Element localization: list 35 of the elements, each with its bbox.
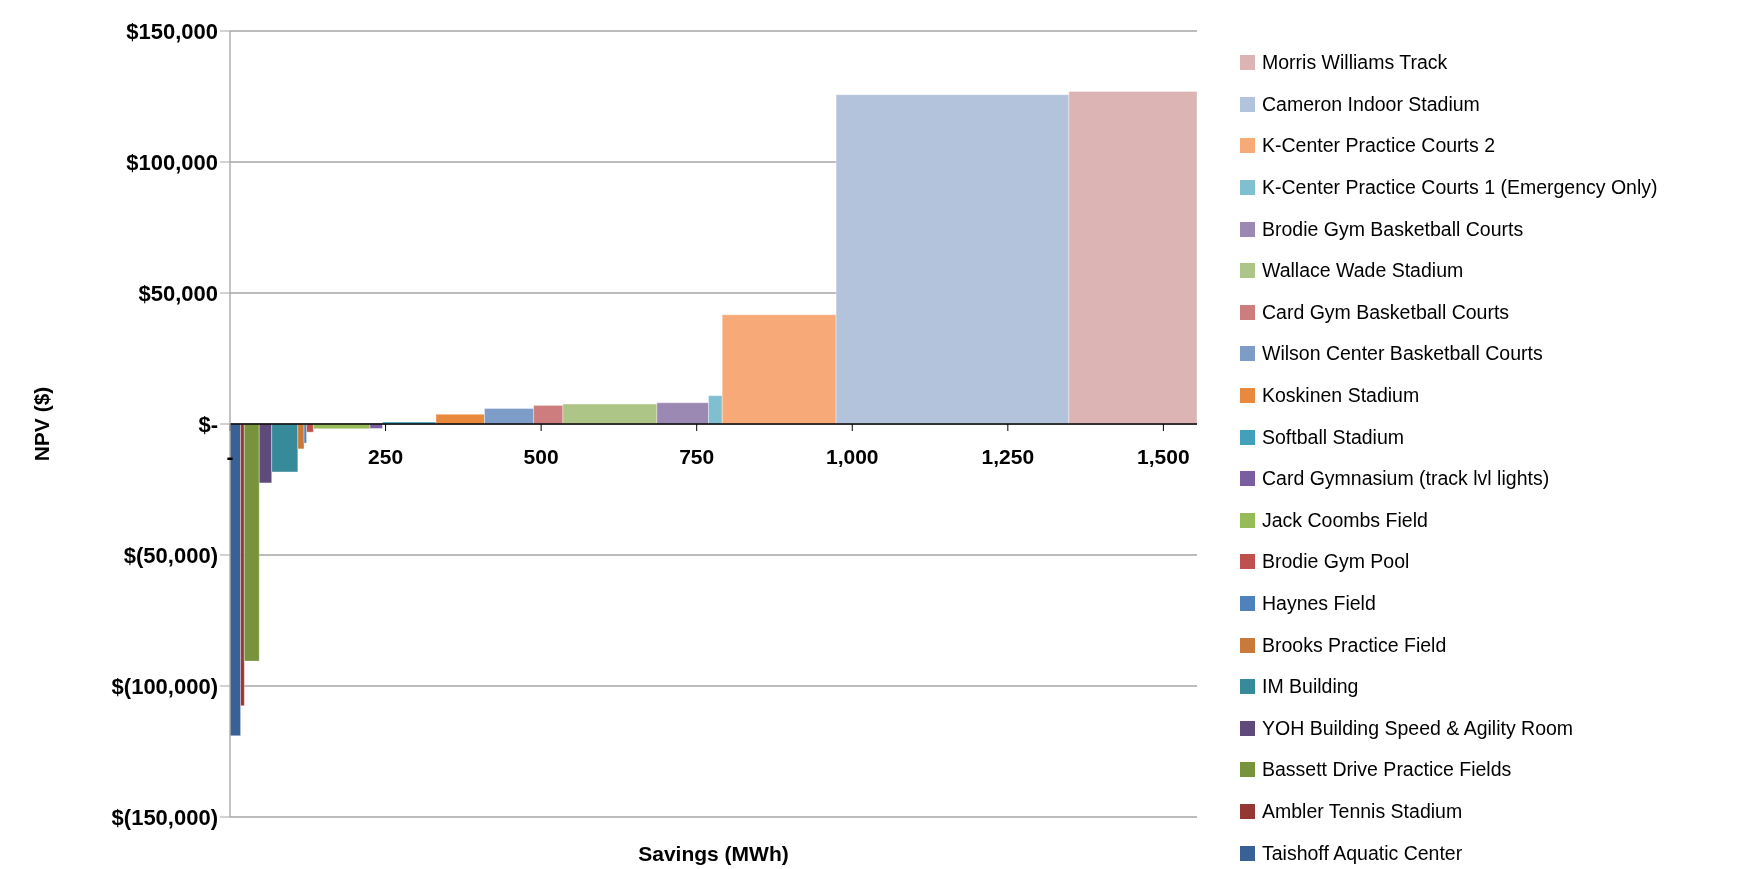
legend-label: Softball Stadium	[1262, 425, 1404, 449]
legend-label: IM Building	[1262, 675, 1359, 699]
legend-label: Morris Williams Track	[1262, 51, 1448, 75]
legend-label: Brooks Practice Field	[1262, 633, 1447, 657]
legend-label: Wallace Wade Stadium	[1262, 259, 1464, 283]
legend-label: Card Gym Basketball Courts	[1262, 300, 1510, 324]
x-tick-label: 500	[523, 444, 559, 468]
y-tick-label: $(50,000)	[123, 542, 218, 568]
legend-label: Card Gymnasium (track lvl lights)	[1262, 467, 1550, 491]
legend-label: Cameron Indoor Stadium	[1262, 92, 1480, 116]
legend-label: Brodie Gym Pool	[1262, 550, 1410, 574]
y-tick-label: $100,000	[126, 149, 218, 175]
x-tick-label: 1,000	[825, 444, 879, 468]
x-tick-label: 750	[679, 444, 715, 468]
legend-label: K-Center Practice Courts 2	[1262, 134, 1496, 158]
legend-label: Wilson Center Basketball Courts	[1262, 342, 1543, 366]
legend-label: Jack Coombs Field	[1262, 508, 1428, 532]
legend-label: Taishoff Aquatic Center	[1262, 841, 1463, 865]
legend-label: Koskinen Stadium	[1262, 384, 1420, 408]
legend-label: Bassett Drive Practice Fields	[1262, 758, 1512, 782]
x-tick-label: 1,500	[1137, 444, 1190, 468]
x-axis-title: Savings (MWh)	[638, 842, 789, 865]
legend-label: Ambler Tennis Stadium	[1262, 799, 1463, 823]
legend-label: K-Center Practice Courts 1 (Emergency Only)	[1262, 176, 1658, 200]
y-tick-label: $150,000	[126, 18, 218, 44]
x-tick-label: 250	[368, 444, 404, 468]
y-tick-label: $(100,000)	[111, 673, 218, 699]
y-tick-label: $(150,000)	[111, 804, 218, 830]
y-axis-title: NPV ($)	[30, 386, 54, 462]
legend-label: Haynes Field	[1262, 592, 1376, 616]
y-tick-label: $-	[198, 411, 218, 437]
legend-label: Brodie Gym Basketball Courts	[1262, 217, 1524, 241]
legend-label: YOH Building Speed & Agility Room	[1262, 716, 1574, 740]
x-tick-label: 1,250	[981, 444, 1035, 468]
y-tick-label: $50,000	[138, 280, 218, 306]
